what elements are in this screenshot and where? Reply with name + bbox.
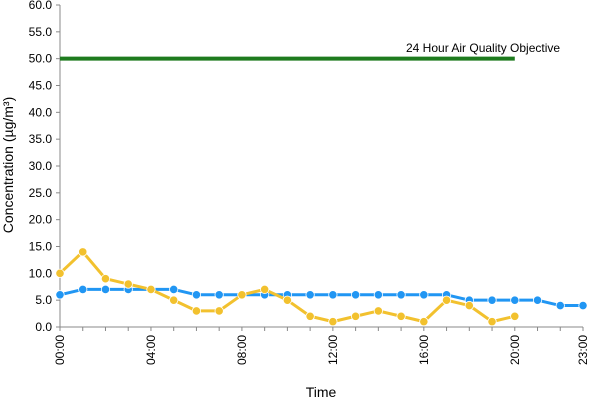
x-axis-title: Time bbox=[306, 384, 337, 400]
data-point bbox=[328, 317, 338, 327]
data-point bbox=[351, 290, 361, 300]
objective-annotation: 24 Hour Air Quality Objective bbox=[406, 41, 560, 55]
x-tick-label: 23:00 bbox=[576, 335, 590, 365]
y-tick-label: 60.0 bbox=[29, 0, 53, 12]
y-axis-ticks: 0.0 5.0 10.0 15.0 20.0 25.0 30.0 35.0 40.0 45.0 50… bbox=[29, 0, 60, 334]
data-point bbox=[169, 284, 179, 295]
data-point bbox=[237, 290, 247, 300]
data-point bbox=[419, 317, 429, 327]
x-tick-label: 00:00 bbox=[53, 335, 67, 365]
data-point bbox=[191, 306, 202, 316]
data-point bbox=[510, 295, 520, 305]
series-1 bbox=[55, 247, 520, 327]
data-point bbox=[351, 311, 361, 321]
data-point bbox=[510, 311, 520, 321]
y-tick-label: 0.0 bbox=[35, 320, 52, 334]
data-point bbox=[55, 268, 65, 278]
data-point bbox=[214, 290, 224, 300]
y-tick-label: 55.0 bbox=[29, 25, 53, 39]
data-point bbox=[78, 247, 88, 257]
y-tick-label: 50.0 bbox=[29, 52, 53, 66]
x-tick-label: 16:00 bbox=[417, 335, 431, 365]
data-point bbox=[305, 290, 315, 300]
y-tick-label: 10.0 bbox=[29, 266, 53, 280]
data-point bbox=[100, 274, 111, 284]
data-point bbox=[578, 300, 588, 311]
series-line bbox=[59, 287, 583, 308]
x-axis-ticks: 00:00 04:00 08:00 12:00 16:00 20:00 23:00 bbox=[53, 327, 590, 365]
data-point bbox=[419, 290, 429, 300]
data-point bbox=[123, 279, 133, 289]
y-tick-label: 45.0 bbox=[29, 79, 53, 93]
data-point bbox=[373, 306, 383, 316]
data-point bbox=[373, 290, 383, 300]
data-point bbox=[555, 300, 565, 311]
data-point bbox=[169, 295, 179, 305]
data-point bbox=[328, 290, 338, 300]
y-axis-title: Concentration (µg/m³) bbox=[0, 97, 16, 233]
data-point bbox=[78, 284, 88, 295]
y-tick-label: 30.0 bbox=[29, 159, 53, 173]
x-tick-label: 08:00 bbox=[235, 335, 249, 365]
series-0 bbox=[55, 284, 588, 311]
x-tick-label: 20:00 bbox=[508, 335, 522, 365]
data-point bbox=[282, 295, 292, 305]
data-point bbox=[441, 295, 452, 305]
y-tick-label: 15.0 bbox=[29, 240, 53, 254]
data-point bbox=[260, 284, 270, 295]
series-layer bbox=[55, 56, 588, 327]
x-tick-label: 04:00 bbox=[144, 335, 158, 365]
data-point bbox=[55, 290, 65, 300]
y-tick-label: 25.0 bbox=[29, 186, 53, 200]
data-point bbox=[191, 290, 202, 300]
data-point bbox=[532, 295, 543, 305]
data-point bbox=[487, 295, 497, 305]
data-point bbox=[464, 300, 474, 311]
y-tick-label: 35.0 bbox=[29, 132, 53, 146]
data-point bbox=[100, 284, 111, 295]
y-tick-label: 5.0 bbox=[35, 293, 52, 307]
data-point bbox=[146, 284, 156, 295]
data-point bbox=[396, 290, 406, 300]
y-tick-label: 40.0 bbox=[29, 105, 53, 119]
x-tick-label: 12:00 bbox=[326, 335, 340, 365]
y-tick-label: 20.0 bbox=[29, 213, 53, 227]
data-point bbox=[396, 311, 406, 321]
data-point bbox=[305, 311, 315, 321]
data-point bbox=[214, 306, 224, 316]
data-point bbox=[487, 317, 497, 327]
